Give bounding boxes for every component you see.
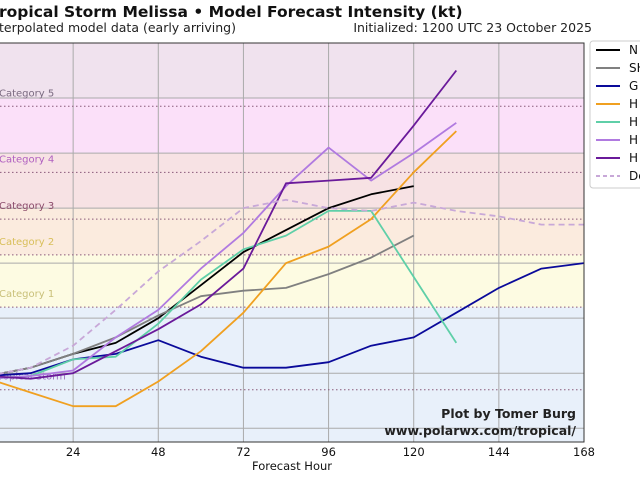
x-tick-label: 72	[236, 445, 251, 459]
plot-frame	[0, 42, 585, 443]
series-line-2	[0, 262, 584, 377]
series-line-7	[0, 198, 584, 375]
credit-author: Plot by Tomer Burg	[441, 406, 576, 421]
initialized-time: Initialized: 1200 UTC 23 October 2025	[353, 20, 592, 35]
credit-url: www.polarwx.com/tropical/	[384, 423, 576, 438]
x-tick-label: 24	[66, 445, 81, 459]
legend-label: N	[629, 43, 638, 57]
category-label: Category 5	[0, 88, 54, 99]
legend-label: H	[629, 115, 638, 129]
category-label: Category 1	[0, 289, 54, 300]
legend-label: H	[629, 151, 638, 165]
legend-label: H	[629, 133, 638, 147]
series-line-6	[0, 69, 458, 380]
legend-label: De	[629, 169, 640, 183]
intensity-band	[0, 98, 584, 154]
category-label: Category 3	[0, 201, 54, 212]
x-tick-label: 96	[321, 445, 336, 459]
intensity-band	[0, 307, 584, 442]
x-tick-label: 48	[151, 445, 166, 459]
series-line-4	[0, 209, 458, 379]
category-label: Category 2	[0, 237, 54, 248]
legend-label: SH	[629, 61, 640, 75]
chart-subtitle: terpolated model data (early arriving)	[0, 20, 236, 35]
legend-label: G	[629, 79, 638, 93]
chart-title: ropical Storm Melissa • Model Forecast I…	[0, 3, 463, 21]
x-tick-label: 168	[573, 445, 595, 459]
series-line-3	[0, 130, 457, 408]
intensity-band	[0, 43, 584, 99]
x-axis-label: Forecast Hour	[252, 459, 332, 473]
x-tick-label: 120	[403, 445, 425, 459]
series-line-5	[0, 122, 457, 379]
legend: NSHGHHHHDe	[589, 40, 640, 189]
series-line-1	[0, 234, 415, 375]
category-label: ropical Storm	[0, 372, 66, 383]
legend-label: H	[629, 97, 638, 111]
category-label: Category 4	[0, 154, 54, 165]
x-tick-label: 144	[488, 445, 510, 459]
